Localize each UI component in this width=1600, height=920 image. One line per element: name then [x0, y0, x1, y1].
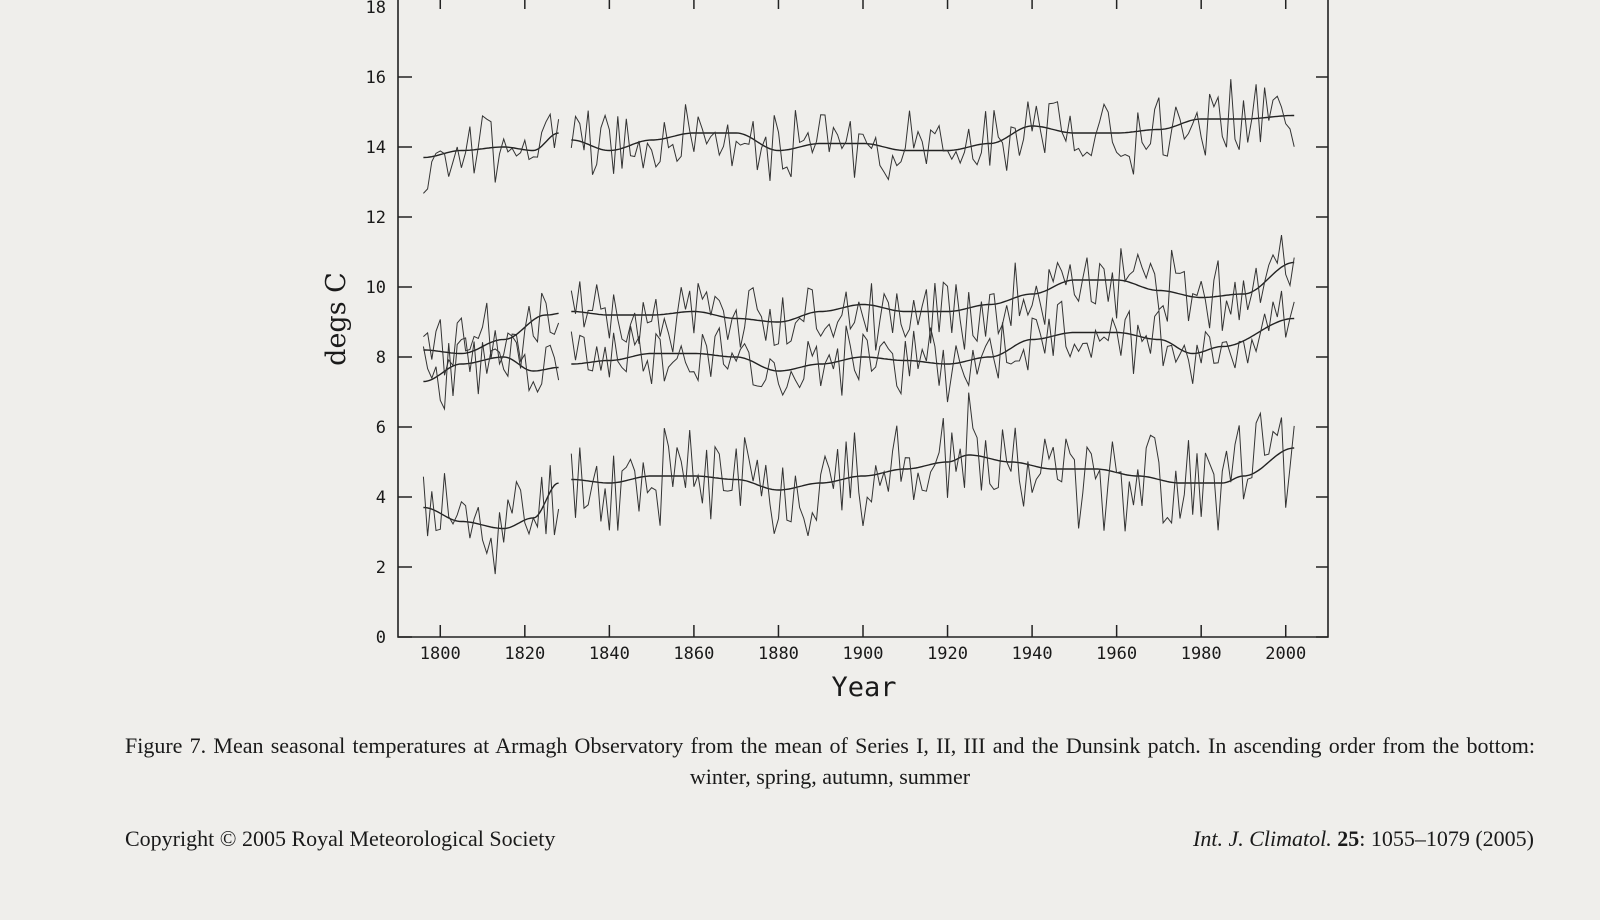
annual-line-spring — [570, 290, 1295, 403]
smooth-curve-autumn — [423, 312, 559, 355]
series-summer — [423, 79, 1295, 194]
y-tick-label: 12 — [366, 208, 386, 228]
series-autumn — [423, 235, 1295, 376]
annual-line-winter — [422, 465, 560, 575]
y-axis-label: degs C — [321, 272, 352, 366]
x-tick-label: 1820 — [504, 644, 545, 664]
smooth-curve-summer — [423, 132, 559, 159]
figure-caption: Figure 7. Mean seasonal temperatures at … — [125, 733, 1535, 789]
y-tick-label: 10 — [366, 278, 386, 298]
x-tick-label: 1960 — [1096, 644, 1137, 664]
y-tick-label: 4 — [376, 488, 386, 508]
x-tick-label: 2000 — [1265, 644, 1306, 664]
series-winter — [422, 392, 1295, 575]
x-tick-label: 1880 — [758, 644, 799, 664]
journal-citation: Int. J. Climatol. 25: 1055–1079 (2005) — [1193, 826, 1534, 852]
x-tick-label: 1860 — [673, 644, 714, 664]
y-tick-label: 0 — [376, 628, 386, 648]
x-tick-label: 1920 — [927, 644, 968, 664]
y-tick-label: 14 — [366, 138, 386, 158]
smooth-curve-winter — [571, 447, 1295, 491]
x-tick-label: 1800 — [420, 644, 461, 664]
chart-axes: 1800 1820 1840 1860 1880 1900 1920 1940 1960 1980… — [366, 0, 1329, 664]
x-axis-label: Year — [831, 672, 896, 700]
y-tick-label: 6 — [376, 418, 386, 438]
y-tick-label: 16 — [366, 68, 386, 88]
x-tick-label: 1900 — [843, 644, 884, 664]
x-tick-label: 1840 — [589, 644, 630, 664]
smooth-curve-winter — [423, 482, 559, 530]
journal-volume: 25 — [1337, 826, 1360, 851]
copyright-notice: Copyright © 2005 Royal Meteorological So… — [125, 826, 556, 851]
annual-line-autumn — [570, 235, 1295, 353]
temperature-chart: 1800 1820 1840 1860 1880 1900 1920 1940 1960 1980… — [321, 0, 1329, 700]
smooth-curve-spring — [571, 317, 1295, 372]
annual-line-spring — [422, 333, 560, 411]
journal-name: Int. J. Climatol. — [1193, 826, 1332, 851]
annual-line-winter — [570, 392, 1295, 537]
annual-line-summer — [423, 112, 560, 194]
x-tick-label: 1980 — [1181, 644, 1222, 664]
smooth-curve-summer — [571, 114, 1295, 152]
chart-series — [422, 79, 1295, 575]
x-tick-label: 1940 — [1012, 644, 1053, 664]
journal-pages: : 1055–1079 (2005) — [1359, 826, 1534, 851]
y-tick-label-partial: 18 — [366, 0, 386, 18]
y-tick-label: 8 — [376, 348, 386, 368]
annual-line-autumn — [423, 292, 560, 376]
annual-line-summer — [570, 79, 1295, 181]
y-tick-label: 2 — [376, 558, 386, 578]
